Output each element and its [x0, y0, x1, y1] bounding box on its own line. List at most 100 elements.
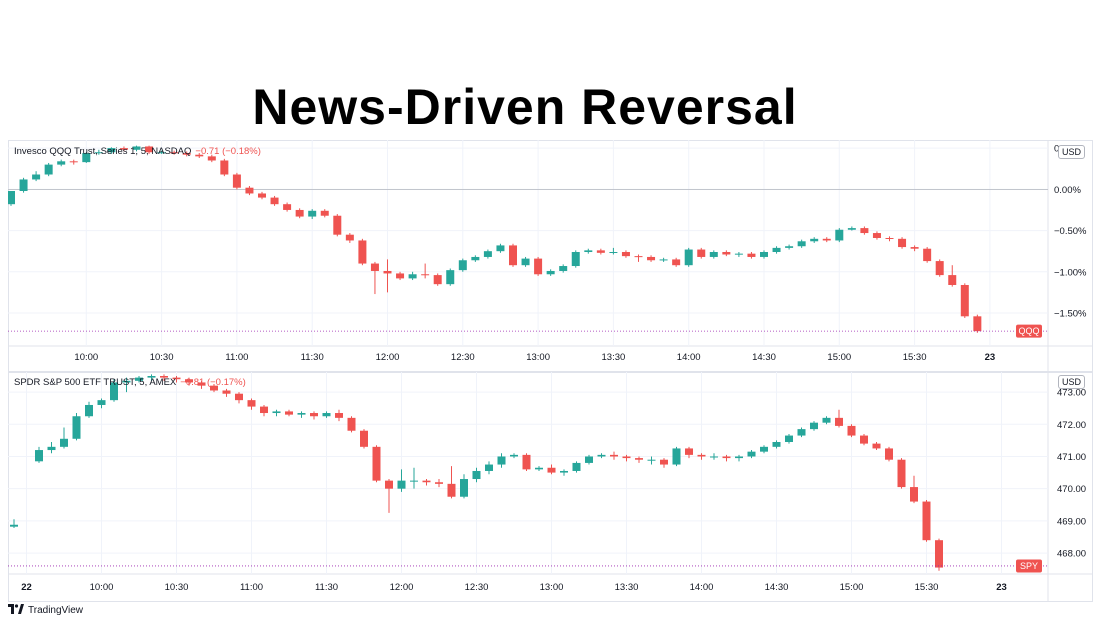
candle[interactable] [483, 249, 492, 259]
candle[interactable] [82, 152, 91, 163]
candle[interactable] [485, 461, 493, 475]
candle[interactable] [872, 442, 881, 451]
candle[interactable] [585, 454, 593, 465]
candle[interactable] [145, 145, 154, 154]
candle[interactable] [160, 374, 168, 381]
candle[interactable] [635, 456, 643, 463]
candle[interactable] [446, 268, 455, 286]
candle[interactable] [285, 409, 293, 417]
candle[interactable] [672, 257, 681, 267]
candle[interactable] [935, 259, 944, 277]
candle[interactable] [185, 377, 193, 386]
candle[interactable] [722, 454, 731, 462]
candle[interactable] [621, 250, 630, 258]
candle[interactable] [923, 247, 932, 263]
candle[interactable] [232, 172, 241, 190]
candle[interactable] [659, 257, 668, 262]
candle[interactable] [496, 243, 505, 253]
candle[interactable] [47, 442, 56, 454]
candle[interactable] [272, 409, 281, 417]
candle[interactable] [433, 273, 442, 286]
candle[interactable] [860, 226, 869, 235]
candle[interactable] [747, 450, 756, 459]
candle[interactable] [622, 454, 631, 462]
candle[interactable] [546, 269, 555, 276]
candle[interactable] [458, 258, 467, 272]
candle[interactable] [94, 149, 103, 155]
candle[interactable] [408, 271, 417, 281]
candle[interactable] [283, 202, 292, 212]
candle[interactable] [810, 421, 818, 431]
candle[interactable] [422, 479, 431, 486]
candle[interactable] [685, 446, 693, 459]
candle[interactable] [922, 499, 931, 542]
candle[interactable] [647, 456, 656, 465]
candle[interactable] [847, 226, 856, 231]
candle[interactable] [247, 398, 256, 410]
footer[interactable]: TradingView [8, 604, 83, 617]
candle[interactable] [559, 264, 568, 273]
candle[interactable] [308, 209, 317, 220]
candle[interactable] [609, 247, 618, 255]
candle[interactable] [948, 265, 957, 287]
candle[interactable] [885, 446, 893, 462]
candle[interactable] [97, 398, 106, 409]
candle[interactable] [182, 151, 191, 157]
candle[interactable] [734, 252, 743, 257]
candle[interactable] [910, 245, 919, 252]
candle[interactable] [197, 380, 206, 389]
candle[interactable] [697, 453, 706, 460]
candle[interactable] [44, 162, 53, 177]
candle[interactable] [447, 466, 456, 499]
candle[interactable] [534, 256, 543, 276]
candle[interactable] [572, 461, 581, 473]
candle[interactable] [19, 177, 28, 193]
candle[interactable] [222, 388, 231, 397]
candle[interactable] [69, 159, 78, 165]
candle[interactable] [935, 538, 943, 571]
candle[interactable] [822, 237, 831, 243]
candle[interactable] [383, 259, 392, 293]
candle[interactable] [72, 413, 81, 441]
candle[interactable] [135, 376, 143, 383]
candle[interactable] [10, 519, 18, 528]
candle[interactable] [320, 209, 329, 218]
candle[interactable] [709, 250, 718, 259]
candle[interactable] [295, 208, 304, 219]
candle[interactable] [772, 440, 781, 449]
candle[interactable] [897, 458, 906, 489]
candle[interactable] [345, 233, 354, 243]
candle[interactable] [110, 379, 118, 402]
candle[interactable] [235, 392, 243, 404]
candle[interactable] [170, 150, 179, 155]
candle[interactable] [347, 416, 356, 433]
candle[interactable] [333, 214, 342, 237]
candle[interactable] [460, 474, 468, 499]
candle[interactable] [872, 231, 881, 240]
candle[interactable] [797, 239, 806, 248]
candle[interactable] [57, 159, 66, 167]
candle[interactable] [421, 263, 430, 279]
candle[interactable] [497, 453, 506, 468]
candle[interactable] [885, 236, 894, 242]
candle[interactable] [634, 254, 643, 262]
candle[interactable] [835, 409, 843, 428]
candle[interactable] [710, 453, 718, 460]
candle[interactable] [147, 374, 156, 381]
candle[interactable] [370, 261, 379, 295]
candle[interactable] [122, 377, 131, 393]
candle[interactable] [747, 252, 756, 259]
candle[interactable] [60, 427, 68, 449]
candle[interactable] [647, 255, 656, 262]
candle[interactable] [521, 256, 530, 267]
candle[interactable] [847, 424, 856, 438]
candle[interactable] [610, 451, 618, 460]
candle[interactable] [973, 314, 982, 333]
qqq-candlestick-chart[interactable]: 0.50%0.00%−0.50%−1.00%−1.50%210:0010:301… [8, 140, 1093, 372]
candle[interactable] [397, 469, 406, 492]
spy-currency-badge[interactable]: USD [1057, 375, 1085, 389]
candle[interactable] [210, 384, 218, 393]
candle[interactable] [810, 237, 819, 243]
candle[interactable] [684, 247, 693, 267]
candle[interactable] [207, 154, 216, 163]
